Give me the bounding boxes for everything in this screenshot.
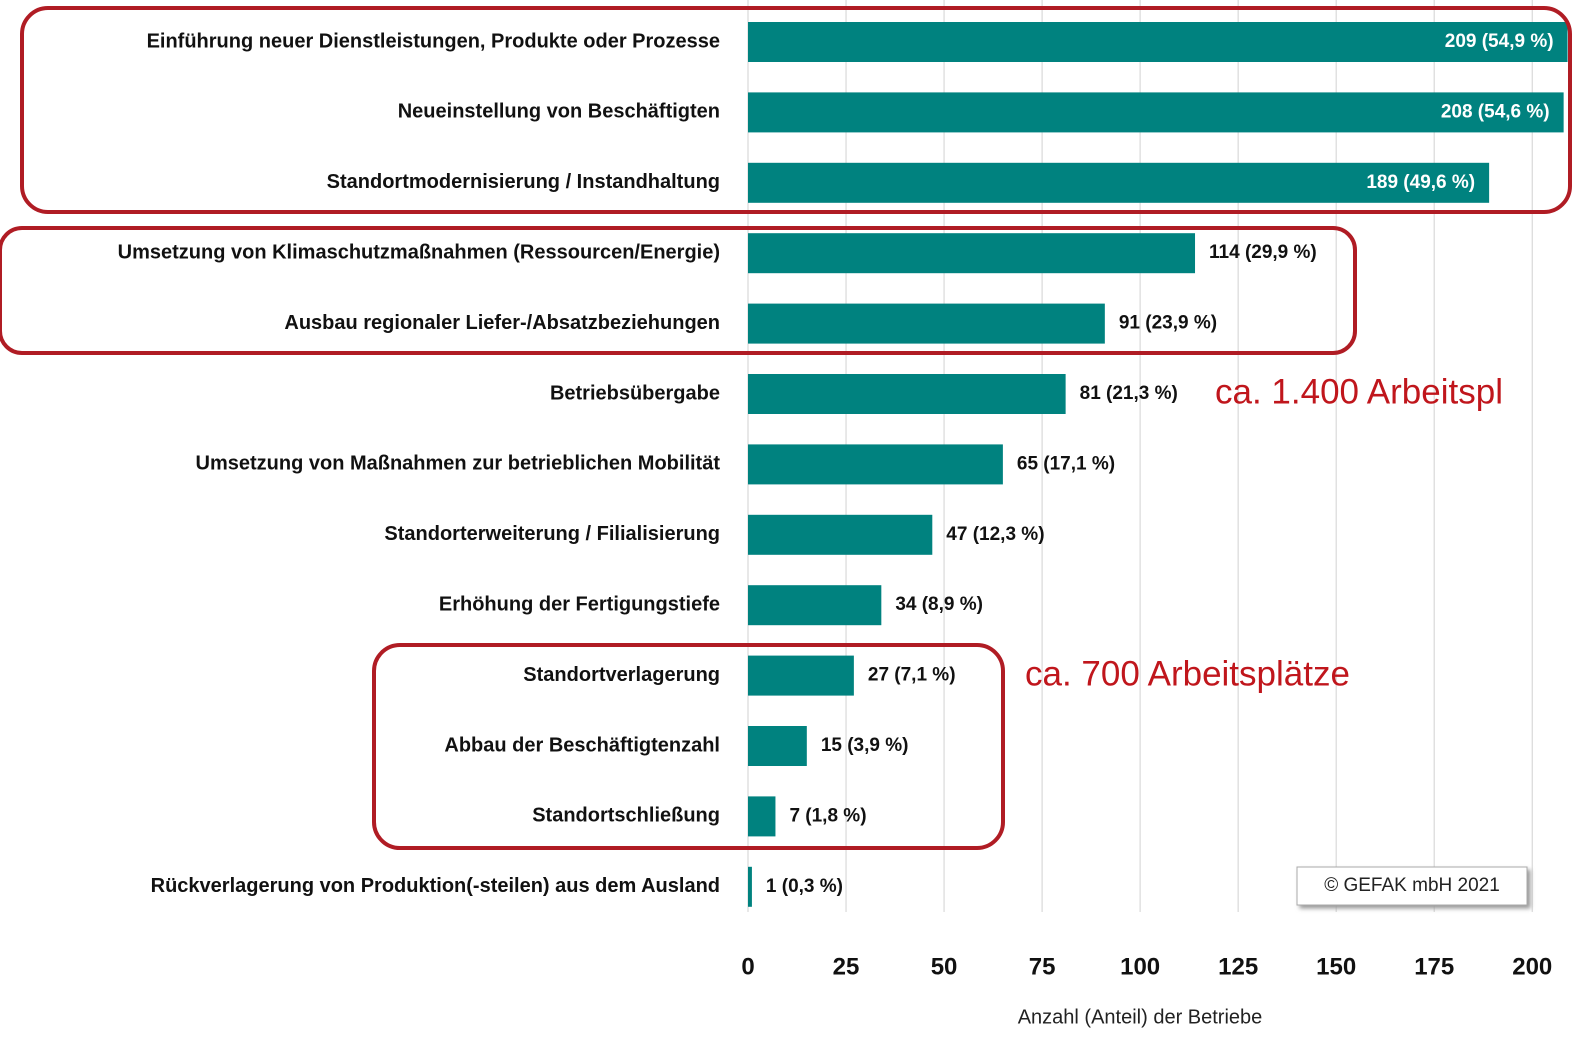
x-tick-label: 50 (931, 953, 958, 980)
highlight-box (0, 226, 1357, 355)
bar (748, 22, 1568, 62)
y-tick-label: Umsetzung von Klimaschutzmaßnahmen (Ress… (118, 241, 720, 263)
highlight-box (372, 643, 1005, 850)
bar (748, 866, 752, 907)
bar (748, 726, 807, 766)
data-label: 189 (49,6 %) (1366, 172, 1475, 193)
y-tick-label: Erhöhung der Fertigungstiefe (439, 593, 720, 615)
bar (748, 514, 933, 555)
data-label: 208 (54,6 %) (1441, 101, 1550, 122)
bar (748, 162, 1490, 203)
copyright: © GEFAK mbH 2021 (1324, 875, 1500, 896)
data-label: 47 (12,3 %) (946, 524, 1044, 545)
data-label: 27 (7,1 %) (868, 665, 956, 686)
y-tick-label: Ausbau regionaler Liefer-/Absatzbeziehun… (284, 312, 720, 334)
x-tick-label: 200 (1512, 953, 1552, 980)
y-tick-label: Standorterweiterung / Filialisierung (384, 523, 720, 545)
y-tick-label: Betriebsübergabe (550, 382, 720, 404)
y-tick-label: Abbau der Beschäftigtenzahl (444, 734, 720, 756)
bar (748, 92, 1564, 133)
data-label: 15 (3,9 %) (821, 735, 909, 756)
bar (748, 444, 1003, 485)
data-label: 209 (54,9 %) (1445, 31, 1554, 52)
bar (748, 655, 854, 696)
data-label: 114 (29,9 %) (1209, 242, 1317, 263)
y-tick-label: Standortmodernisierung / Instandhaltung (327, 171, 720, 193)
bar (748, 796, 776, 837)
bar (748, 303, 1105, 344)
bar (748, 585, 882, 626)
bars (748, 22, 1568, 907)
y-tick-label: Neueinstellung von Beschäftigten (398, 101, 720, 123)
x-tick-label: 125 (1218, 953, 1258, 980)
x-tick-label: 75 (1029, 953, 1056, 980)
x-axis-label: Anzahl (Anteil) der Betriebe (1018, 1006, 1263, 1028)
data-label: 7 (1,8 %) (789, 805, 866, 826)
highlight-box (20, 6, 1572, 214)
y-tick-label: Standortschließung (532, 805, 720, 827)
copyright-box (1296, 866, 1528, 906)
x-tick-label: 25 (833, 953, 860, 980)
y-tick-label: Einführung neuer Dienstleistungen, Produ… (147, 30, 720, 52)
data-label: 81 (21,3 %) (1080, 383, 1178, 404)
annotation: ca. 1.400 Arbeitspl (1215, 372, 1503, 411)
data-label: 34 (8,9 %) (895, 594, 983, 615)
y-tick-label: Rückverlagerung von Produktion(-steilen)… (151, 875, 720, 897)
x-tick-label: 0 (741, 953, 754, 980)
data-label: 91 (23,9 %) (1119, 313, 1217, 334)
y-tick-label: Umsetzung von Maßnahmen zur betriebliche… (196, 453, 721, 475)
y-tick-label: Standortverlagerung (523, 664, 720, 686)
x-tick-label: 100 (1120, 953, 1160, 980)
bar (748, 374, 1066, 414)
x-tick-label: 150 (1316, 953, 1356, 980)
x-tick-label: 175 (1414, 953, 1454, 980)
data-label: 1 (0,3 %) (766, 876, 843, 897)
data-label: 65 (17,1 %) (1017, 453, 1115, 474)
annotation: ca. 700 Arbeitsplätze (1025, 654, 1350, 693)
bar (748, 233, 1196, 274)
grid (747, 0, 1533, 912)
